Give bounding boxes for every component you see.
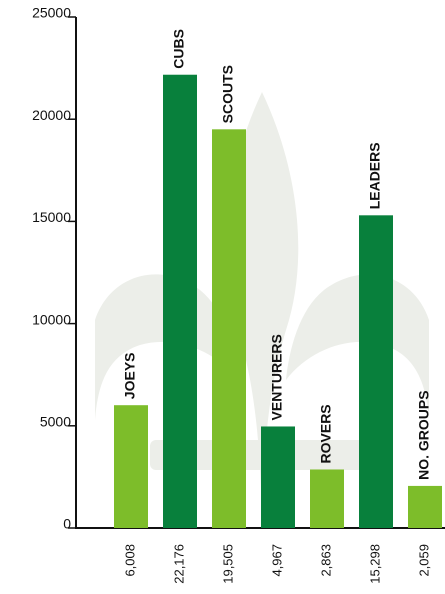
category-label: LEADERS — [367, 142, 383, 209]
category-label: SCOUTS — [220, 65, 236, 123]
category-label: ROVERS — [318, 404, 334, 463]
bar — [212, 129, 246, 528]
watermark-petal — [286, 274, 429, 420]
value-label: 15,298 — [367, 544, 382, 584]
category-label: CUBS — [171, 29, 187, 69]
value-label: 22,176 — [171, 544, 186, 584]
category-label: VENTURERS — [269, 334, 285, 420]
bar — [163, 74, 197, 528]
bar — [359, 215, 393, 528]
value-label: 2,863 — [318, 544, 333, 577]
y-tick-label: 0 — [63, 516, 71, 532]
bar — [261, 426, 295, 528]
bar — [114, 405, 148, 528]
y-tick-label: 10000 — [32, 311, 71, 327]
watermark-petal — [95, 274, 238, 420]
plot: 0 5000 10000 15000 20000 25000 JOEYS 6,008 CUBS 2… — [32, 5, 445, 584]
y-tick-label: 25000 — [32, 5, 71, 21]
bar — [408, 485, 442, 528]
value-label: 2,059 — [416, 544, 431, 577]
y-tick-label: 5000 — [40, 414, 71, 430]
value-label: 4,967 — [269, 544, 284, 577]
y-tick-label: 20000 — [32, 107, 71, 123]
category-label: NO. GROUPS — [416, 390, 432, 479]
y-tick-label: 15000 — [32, 209, 71, 225]
value-label: 6,008 — [122, 544, 137, 577]
value-label: 19,505 — [220, 544, 235, 584]
bar — [310, 469, 344, 528]
category-label: JOEYS — [122, 352, 138, 399]
